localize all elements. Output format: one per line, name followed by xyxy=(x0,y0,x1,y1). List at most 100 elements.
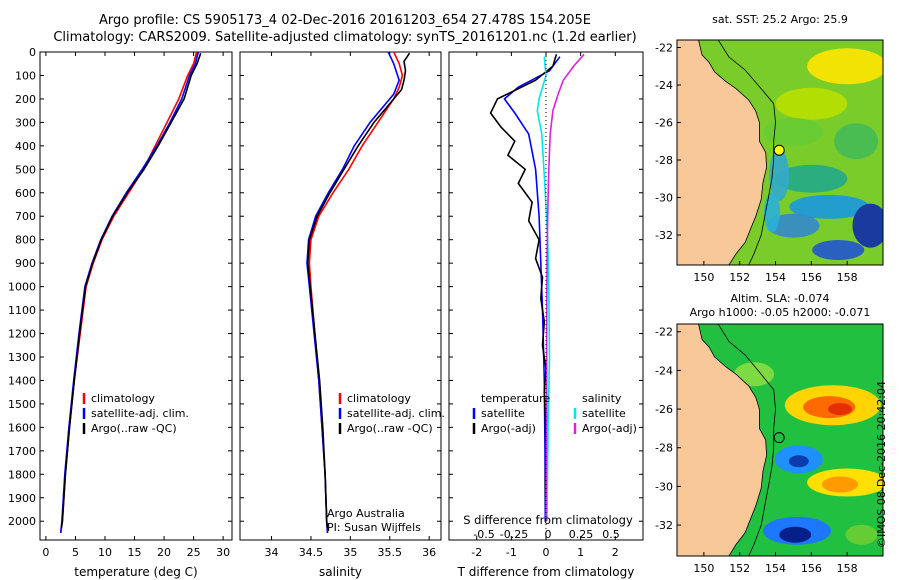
depth-tick-label: 500 xyxy=(15,163,36,176)
salinity-series-1 xyxy=(306,51,401,534)
temperature-xtick-label: 25 xyxy=(187,546,201,559)
sst_map-ytick-label: -28 xyxy=(655,154,673,167)
difference-series-0 xyxy=(503,56,561,522)
sst_map-ytick-label: -32 xyxy=(655,229,673,242)
sla_map-ytick-label: -32 xyxy=(655,519,673,532)
depth-tick-label: 1700 xyxy=(8,445,36,458)
sst_map-field-blob xyxy=(789,194,870,219)
salinity-legend-label: climatology xyxy=(347,392,411,405)
salinity-xtick-label: 35 xyxy=(343,546,357,559)
temperature-legend-label: Argo(-adj) xyxy=(481,422,536,435)
sla_map-ytick-label: -26 xyxy=(655,403,673,416)
sla-map-title: Altim. SLA: -0.074 xyxy=(730,292,829,305)
sst_map-field-blob xyxy=(763,117,824,146)
depth-tick-label: 300 xyxy=(15,116,36,129)
salinity-diff-tick-label: 0.5 xyxy=(602,528,620,541)
title-line-1: Argo profile: CS 5905173_4 02-Dec-2016 2… xyxy=(99,13,591,28)
depth-tick-label: 1200 xyxy=(8,328,36,341)
depth-tick-label: 1500 xyxy=(8,398,36,411)
depth-tick-label: 400 xyxy=(15,140,36,153)
depth-tick-label: 600 xyxy=(15,187,36,200)
temperature-frame xyxy=(39,51,233,541)
salinity-diff-tick-label: -0.5 xyxy=(473,528,494,541)
salinity-diff-tick-label: -0.25 xyxy=(500,528,528,541)
salinity-xtick-label: 34.5 xyxy=(299,546,324,559)
imos-timestamp: ©IMOS 08-Dec-2016 20:42:04 xyxy=(875,381,888,548)
float-marker xyxy=(773,144,785,156)
salinity-series-0 xyxy=(308,51,404,534)
temperature-xtick-label: 30 xyxy=(216,546,230,559)
sst_map-xtick-label: 156 xyxy=(801,271,822,284)
sst_map-xtick-label: 150 xyxy=(693,271,714,284)
difference-series-2 xyxy=(536,56,551,522)
depth-tick-label: 2000 xyxy=(8,515,36,528)
sst_map-field-blob xyxy=(775,164,848,193)
depth-tick-label: 1100 xyxy=(8,304,36,317)
depth-tick-label: 1900 xyxy=(8,492,36,505)
sst_map-ytick-label: -22 xyxy=(655,42,673,55)
land xyxy=(677,324,768,556)
temperature-xtick-label: 10 xyxy=(98,546,112,559)
sst_map-ytick-label: -30 xyxy=(655,192,673,205)
salinity-diff-tick-label: 0.25 xyxy=(569,528,594,541)
sst_map-xtick-label: 154 xyxy=(765,271,786,284)
temperature-xlabel: temperature (deg C) xyxy=(74,565,197,579)
temperature-legend-label: Argo(..raw -QC) xyxy=(91,422,177,435)
difference-xtick-label: 0 xyxy=(543,546,550,559)
depth-tick-label: 1000 xyxy=(8,281,36,294)
difference-xtick-label: 1 xyxy=(577,546,584,559)
depth-tick-label: 1400 xyxy=(8,374,36,387)
salinity-frame xyxy=(239,51,442,541)
salinity-diff-axis-label: S difference from climatology xyxy=(463,513,633,527)
depth-tick-label: 100 xyxy=(15,69,36,82)
temperature-xtick-label: 20 xyxy=(157,546,171,559)
salinity-legend-label: satellite-adj. clim. xyxy=(347,407,445,420)
depth-tick-label: 700 xyxy=(15,210,36,223)
sla_map-xtick-label: 158 xyxy=(837,562,858,575)
temperature-legend-label: climatology xyxy=(91,392,155,405)
depth-tick-label: 900 xyxy=(15,257,36,270)
sst-map-title: sat. SST: 25.2 Argo: 25.9 xyxy=(712,13,848,26)
sla_map-ytick-label: -22 xyxy=(655,326,673,339)
temperature-legend-title: temperature xyxy=(481,392,550,405)
sst_map-field-blob xyxy=(807,48,883,85)
sst_map-field-blob xyxy=(834,123,879,160)
temperature-xtick-label: 0 xyxy=(42,546,49,559)
float-marker xyxy=(773,432,785,444)
temperature-legend-label: satellite xyxy=(481,407,525,420)
temperature-xtick-label: 5 xyxy=(72,546,79,559)
temperature-series-1 xyxy=(59,51,200,534)
salinity-annotation: Argo Australia xyxy=(327,507,405,520)
difference-xlabel: T difference from climatology xyxy=(457,565,635,579)
sla_map-field-blob xyxy=(788,455,809,468)
sla_map-field-blob xyxy=(734,362,775,387)
sst_map-field-blob xyxy=(767,213,820,238)
sla_map-field-blob xyxy=(822,476,859,493)
sla_map-xtick-label: 154 xyxy=(765,562,786,575)
temperature-legend-label: satellite-adj. clim. xyxy=(91,407,189,420)
depth-tick-label: 1600 xyxy=(8,421,36,434)
sla-map-subtitle: Argo h1000: -0.05 h2000: -0.071 xyxy=(690,306,871,319)
salinity-xtick-label: 34 xyxy=(265,546,279,559)
depth-tick-label: 800 xyxy=(15,234,36,247)
temperature-series-2 xyxy=(60,52,202,529)
sla_map-field-blob xyxy=(779,526,812,543)
sst_map-xtick-label: 152 xyxy=(729,271,750,284)
salinity-annotation: PI: Susan Wijffels xyxy=(327,521,421,534)
sla_map-field xyxy=(677,324,883,556)
sst_map-xtick-label: 158 xyxy=(837,271,858,284)
sst_map-field-blob xyxy=(775,87,848,120)
sst_map: 150 152 154 156 158 -22 -24 -26 -28 -30 -32 xyxy=(655,39,884,284)
bathymetry-contour xyxy=(717,324,776,556)
sst_map-field-blob xyxy=(852,203,883,248)
sla_map-xtick-label: 152 xyxy=(729,562,750,575)
salinity-xtick-label: 35.5 xyxy=(378,546,403,559)
difference-xtick-label: 2 xyxy=(612,546,619,559)
salinity-legend-label: satellite xyxy=(582,407,626,420)
sst_map-field-blob xyxy=(769,149,790,201)
depth-tick-label: 1800 xyxy=(8,468,36,481)
depth-tick-label: 1300 xyxy=(8,351,36,364)
land xyxy=(677,40,768,265)
sla_map: 150 152 154 156 158 -22 -24 -26 -28 -30 -32 xyxy=(655,323,884,575)
